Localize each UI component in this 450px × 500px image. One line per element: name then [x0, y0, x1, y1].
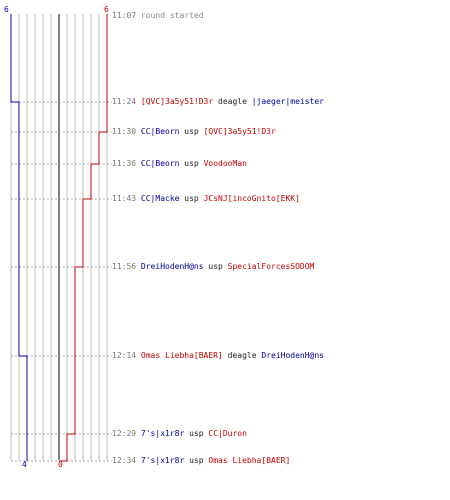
log-time: 11:43 — [112, 194, 137, 203]
kill-row: 11:56 DreiHodenH@ns usp SpecialForcesSOD… — [112, 262, 314, 272]
killer-name: DreiHodenH@ns — [140, 262, 204, 271]
log-time: 11:36 — [112, 159, 137, 168]
weapon-name: deagle — [227, 351, 257, 360]
log-event: round started — [140, 11, 204, 20]
kill-row: 11:30 CC|Beorn usp [QVC]3a5y51!D3r — [112, 127, 276, 137]
victim-name: |jaeger|meister — [251, 97, 324, 106]
red-count-top: 6 — [104, 5, 109, 14]
kill-row: 11:43 CC|Macke usp JCsNJ[incoGnito[EKK] — [112, 194, 300, 204]
log-time: 11:56 — [112, 262, 137, 271]
kill-row: 11:24 [QVC]3a5y51!D3r deagle |jaeger|mei… — [112, 97, 324, 107]
log-time: 12:29 — [112, 429, 137, 438]
weapon-name: usp — [184, 127, 199, 136]
weapon-name: usp — [208, 262, 223, 271]
victim-name: VoodooMan — [203, 159, 247, 168]
killer-name: [QVC]3a5y51!D3r — [140, 97, 214, 106]
killer-name: CC|Macke — [140, 194, 180, 203]
weapon-name: usp — [184, 159, 199, 168]
victim-name: [QVC]3a5y51!D3r — [203, 127, 276, 136]
weapon-name: usp — [189, 429, 204, 438]
killer-name: 7's|x1r8r — [140, 429, 185, 438]
log-row-round-start: 11:07 round started — [112, 11, 204, 21]
weapon-name: usp — [189, 456, 204, 465]
killer-name: CC|Beorn — [140, 159, 180, 168]
log-time: 11:24 — [112, 97, 137, 106]
kill-row: 12:29 7's|x1r8r usp CC|Duron — [112, 429, 247, 439]
killer-name: Omas Liebha[BAER] — [140, 351, 223, 360]
victim-name: Omas Liebha[BAER] — [208, 456, 291, 465]
kill-row: 12:14 Omas Liebha[BAER] deagle DreiHoden… — [112, 351, 324, 361]
blue-count-top: 6 — [4, 5, 9, 14]
victim-name: CC|Duron — [208, 429, 247, 438]
red-team-line — [59, 14, 108, 462]
victim-name: SpecialForcesSODOM — [227, 262, 315, 271]
log-time: 12:34 — [112, 456, 137, 465]
weapon-name: usp — [184, 194, 199, 203]
killer-name: 7's|x1r8r — [140, 456, 185, 465]
blue-count-bottom: 4 — [22, 460, 27, 469]
log-time: 11:07 — [112, 11, 137, 20]
victim-name: DreiHodenH@ns — [261, 351, 324, 360]
blue-team-line — [10, 14, 28, 461]
red-count-bottom: 0 — [58, 460, 63, 469]
log-time: 12:14 — [112, 351, 137, 360]
log-time: 11:30 — [112, 127, 137, 136]
kill-row: 12:34 7's|x1r8r usp Omas Liebha[BAER] — [112, 456, 290, 466]
victim-name: JCsNJ[incoGnito[EKK] — [203, 194, 300, 203]
kill-row: 11:36 CC|Beorn usp VoodooMan — [112, 159, 247, 169]
weapon-name: deagle — [218, 97, 247, 106]
killer-name: CC|Beorn — [140, 127, 180, 136]
